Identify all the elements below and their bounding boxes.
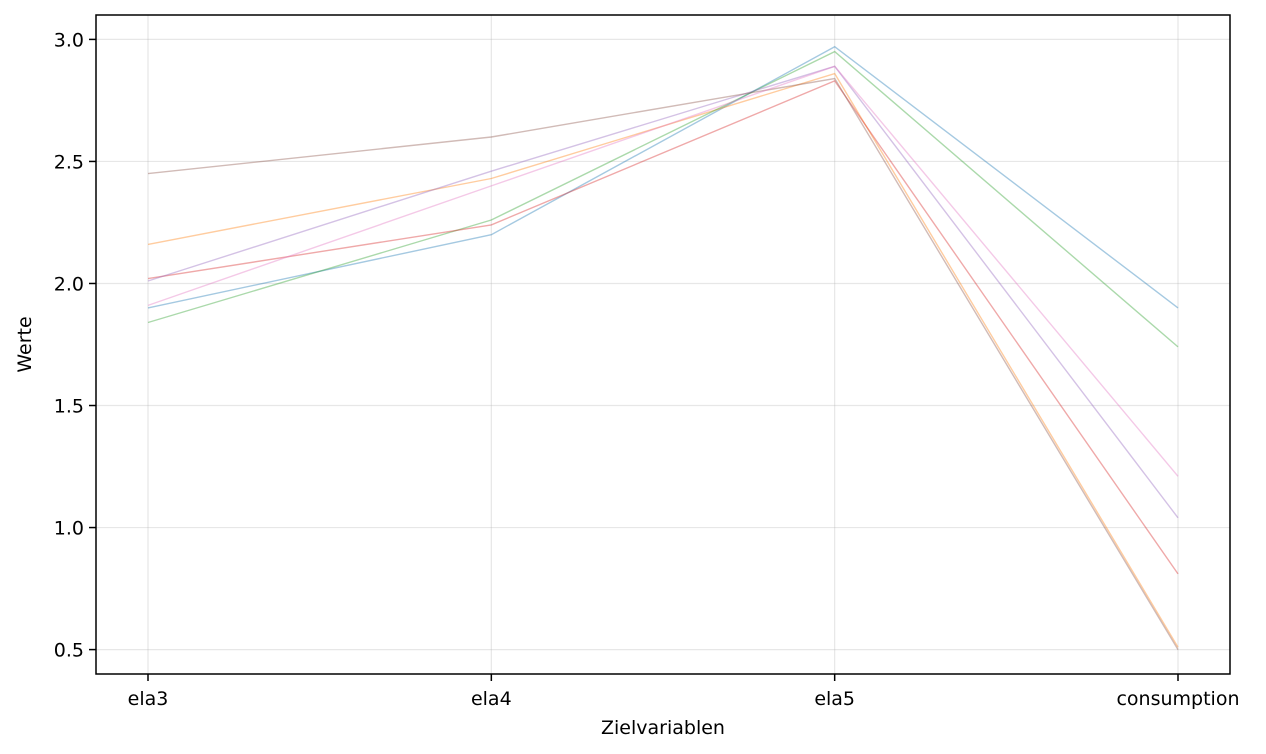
y-tick-label: 1.0: [54, 518, 84, 540]
y-tick-label: 0.5: [54, 640, 84, 662]
series-line-4: [147, 80, 1179, 575]
series-line-2: [147, 72, 1179, 648]
series-lines: [147, 45, 1179, 650]
series-line-3: [147, 50, 1179, 348]
x-tick-label: ela4: [471, 688, 512, 710]
x-axis-ticks: ela3 ela4 ela5 consumption: [128, 674, 1240, 710]
x-tick-label: ela3: [128, 688, 169, 710]
y-axis-ticks: 0.5 1.0 1.5 2.0 2.5 3.0: [54, 29, 96, 662]
x-tick-label: consumption: [1116, 688, 1239, 710]
y-axis-label: Werte: [14, 316, 36, 372]
y-tick-label: 1.5: [54, 396, 84, 418]
axes-frame: [95, 14, 1231, 675]
y-tick-label: 3.0: [54, 29, 84, 51]
x-tick-label: ela5: [814, 688, 855, 710]
y-tick-label: 2.0: [54, 273, 84, 295]
grid: [96, 15, 1230, 674]
series-line-1: [147, 45, 1179, 309]
series-line-6: [147, 77, 1179, 650]
y-tick-label: 2.5: [54, 151, 84, 173]
series-line-7: [147, 65, 1179, 477]
x-axis-label: Zielvariablen: [601, 717, 725, 739]
series-line-5: [147, 65, 1179, 519]
